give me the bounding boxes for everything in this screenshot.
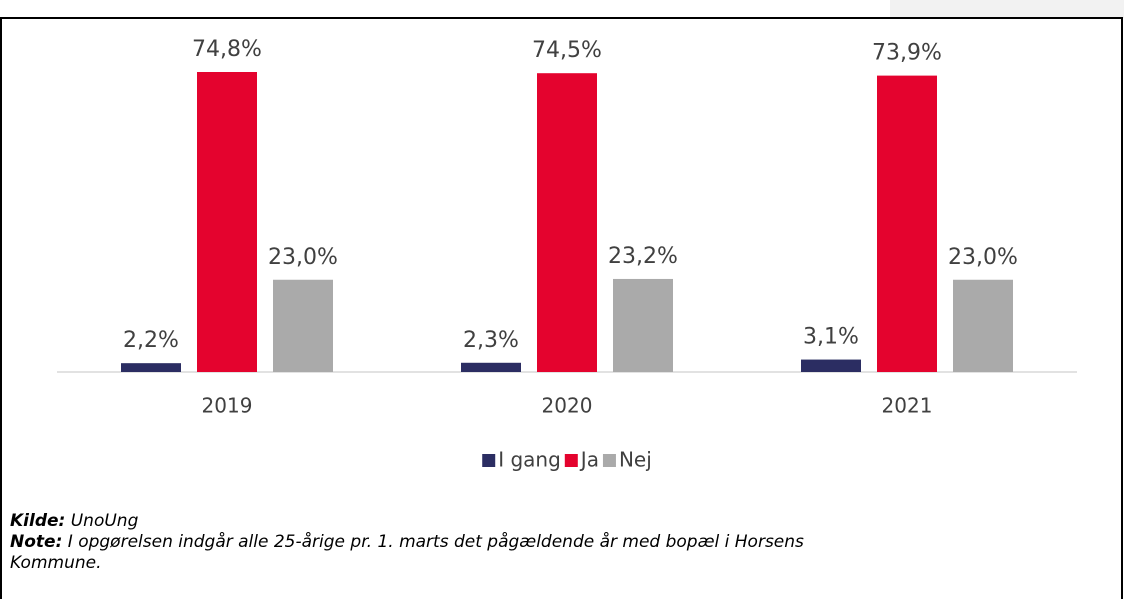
legend-label: I gang	[498, 448, 561, 472]
note-label: Note:	[10, 532, 63, 552]
note-text: Kommune.	[10, 553, 102, 573]
note: Note: I opgørelsen indgår alle 25-årige …	[10, 532, 1110, 574]
x-tick-label: 2020	[542, 394, 593, 418]
bar	[953, 279, 1013, 372]
bar	[613, 278, 673, 372]
notes: Kilde: UnoUng Note: I opgørelsen indgår …	[10, 511, 1110, 574]
x-tick-label: 2021	[882, 394, 933, 418]
legend-label: Ja	[579, 448, 599, 472]
data-label: 23,0%	[268, 245, 338, 270]
corner-panel	[890, 0, 1124, 18]
data-label: 23,0%	[948, 245, 1018, 270]
bar	[537, 73, 597, 372]
bar	[801, 359, 861, 372]
frame	[0, 17, 1123, 599]
bar	[121, 363, 181, 372]
legend-swatch	[602, 454, 616, 467]
bar	[273, 279, 333, 372]
source-text: UnoUng	[70, 511, 139, 531]
data-label: 73,9%	[872, 41, 942, 66]
bar	[877, 75, 937, 373]
data-label: 2,2%	[123, 328, 179, 353]
legend-swatch	[564, 454, 578, 467]
bar	[461, 362, 521, 372]
note-text: I opgørelsen indgår alle 25-årige pr. 1.…	[67, 532, 804, 552]
source-label: Kilde:	[10, 511, 66, 531]
data-label: 2,3%	[463, 328, 519, 353]
x-tick-label: 2019	[202, 394, 253, 418]
bar	[197, 72, 257, 372]
legend-label: Nej	[619, 448, 652, 472]
data-label: 74,5%	[532, 38, 602, 63]
source: Kilde: UnoUng	[10, 511, 1110, 532]
data-label: 74,8%	[192, 37, 262, 62]
data-label: 3,1%	[803, 325, 859, 350]
legend-swatch	[482, 454, 496, 467]
data-label: 23,2%	[608, 244, 678, 269]
